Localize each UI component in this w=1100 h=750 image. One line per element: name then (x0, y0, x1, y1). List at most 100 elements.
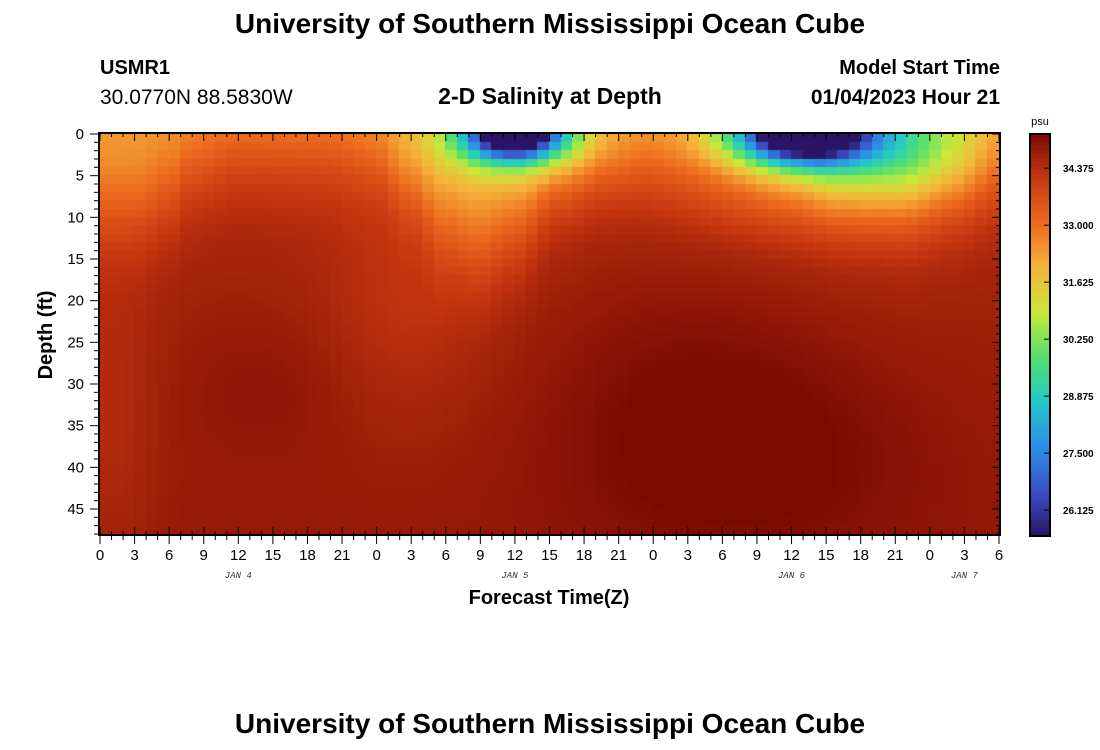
colorbar-swatch (1030, 339, 1050, 344)
colorbar-swatch (1030, 419, 1050, 425)
colorbar-swatch (1030, 166, 1050, 171)
colorbar-swatch (1030, 427, 1050, 433)
colorbar-swatch (1030, 347, 1050, 352)
colorbar-swatch (1030, 359, 1050, 364)
colorbar-swatch (1030, 387, 1050, 392)
colorbar-swatch (1030, 515, 1050, 521)
station-id: USMR1 (100, 57, 171, 79)
colorbar-swatch (1030, 479, 1050, 485)
x-tick-label: 21 (887, 547, 904, 564)
page-title-bottom: University of Southern Mississippi Ocean… (234, 708, 866, 739)
colorbar-swatch (1030, 294, 1050, 300)
x-tick-label: 6 (442, 547, 450, 564)
colorbar-swatch (1030, 186, 1050, 191)
x-tick-label: 0 (96, 547, 104, 564)
day-label: JAN 7 (951, 571, 979, 581)
x-tick-label: 3 (684, 547, 692, 564)
colorbar-swatch (1030, 274, 1050, 280)
colorbar-swatch (1030, 503, 1050, 509)
colorbar-swatch (1030, 451, 1050, 457)
y-tick-label: 45 (67, 501, 84, 518)
colorbar-swatch (1030, 527, 1050, 533)
x-tick-label: 15 (265, 547, 282, 564)
colorbar-swatch (1030, 290, 1050, 296)
day-label: JAN 6 (778, 571, 806, 581)
colorbar-swatch (1030, 471, 1050, 477)
colorbar-swatch (1030, 246, 1050, 252)
colorbar-swatch (1030, 234, 1050, 240)
colorbar-swatch (1030, 238, 1050, 244)
colorbar-tick-label: 31.625 (1063, 278, 1094, 289)
colorbar-swatch (1030, 487, 1050, 493)
y-tick-label: 20 (67, 293, 84, 310)
colorbar-swatch (1030, 459, 1050, 465)
colorbar-swatch (1030, 330, 1050, 336)
colorbar-swatch (1030, 222, 1050, 228)
colorbar-swatch (1030, 447, 1050, 453)
y-axis-ticks: 0 5 10 15 20 25 30 35 40 45 (67, 126, 1000, 535)
colorbar-swatch (1030, 262, 1050, 268)
colorbar-swatch (1030, 254, 1050, 260)
colorbar-swatch (1030, 218, 1050, 224)
colorbar-swatch (1030, 395, 1050, 400)
x-tick-label: 12 (230, 547, 247, 564)
colorbar-tick-label: 30.250 (1063, 335, 1094, 346)
x-tick-label: 12 (507, 547, 524, 564)
colorbar-swatch (1030, 511, 1050, 517)
colorbar-swatch (1030, 519, 1050, 525)
colorbar-tick-label: 26.125 (1063, 506, 1094, 517)
x-tick-label: 6 (165, 547, 173, 564)
colorbar-swatch (1030, 455, 1050, 461)
colorbar-swatch (1030, 170, 1050, 175)
colorbar-swatch (1030, 266, 1050, 272)
colorbar-swatch (1030, 411, 1050, 416)
colorbar-swatch (1030, 142, 1050, 147)
salinity-heatmap (98, 132, 1001, 536)
colorbar-swatch (1030, 282, 1050, 288)
colorbar-swatch (1030, 202, 1050, 207)
y-axis-label: Depth (ft) (35, 291, 57, 380)
colorbar-swatch (1030, 483, 1050, 489)
colorbar-swatch (1030, 190, 1050, 195)
colorbar-swatch (1030, 210, 1050, 215)
colorbar-swatch (1030, 343, 1050, 348)
colorbar-swatch (1030, 531, 1050, 537)
colorbar-swatch (1030, 375, 1050, 380)
colorbar-swatch (1030, 310, 1050, 316)
plot-title: 2-D Salinity at Depth (438, 83, 662, 109)
x-tick-label: 6 (995, 547, 1003, 564)
y-tick-label: 10 (67, 209, 84, 226)
x-tick-label: 12 (783, 547, 800, 564)
x-tick-label: 9 (200, 547, 208, 564)
colorbar-swatch (1030, 206, 1050, 211)
colorbar-swatch (1030, 371, 1050, 376)
colorbar-swatch (1030, 226, 1050, 232)
x-tick-label: 0 (649, 547, 657, 564)
x-axis-label: Forecast Time(Z) (469, 587, 630, 609)
colorbar-tick-label: 28.875 (1063, 392, 1094, 403)
colorbar-swatch (1030, 158, 1050, 163)
colorbar-swatch (1030, 467, 1050, 473)
colorbar-swatch (1030, 278, 1050, 284)
y-tick-label: 35 (67, 418, 84, 435)
y-tick-label: 0 (76, 126, 84, 143)
colorbar-swatch (1030, 302, 1050, 308)
y-tick-label: 30 (67, 376, 84, 393)
colorbar-frame (1029, 133, 1051, 537)
x-tick-label: 18 (299, 547, 316, 564)
colorbar-swatch (1030, 407, 1050, 412)
colorbar-swatch (1030, 379, 1050, 384)
station-coordinates: 30.0770N 88.5830W (100, 86, 293, 109)
heatmap-canvas (100, 134, 999, 534)
colorbar-swatch (1030, 363, 1050, 368)
colorbar-swatch (1030, 439, 1050, 445)
colorbar-swatch (1030, 351, 1050, 356)
colorbar-swatch (1030, 443, 1050, 449)
colorbar-swatch (1030, 403, 1050, 408)
colorbar-swatch (1030, 150, 1050, 155)
colorbar-swatch (1030, 178, 1050, 183)
colorbar-swatch (1030, 383, 1050, 388)
colorbar-swatch (1030, 250, 1050, 256)
colorbar-swatch (1030, 298, 1050, 304)
